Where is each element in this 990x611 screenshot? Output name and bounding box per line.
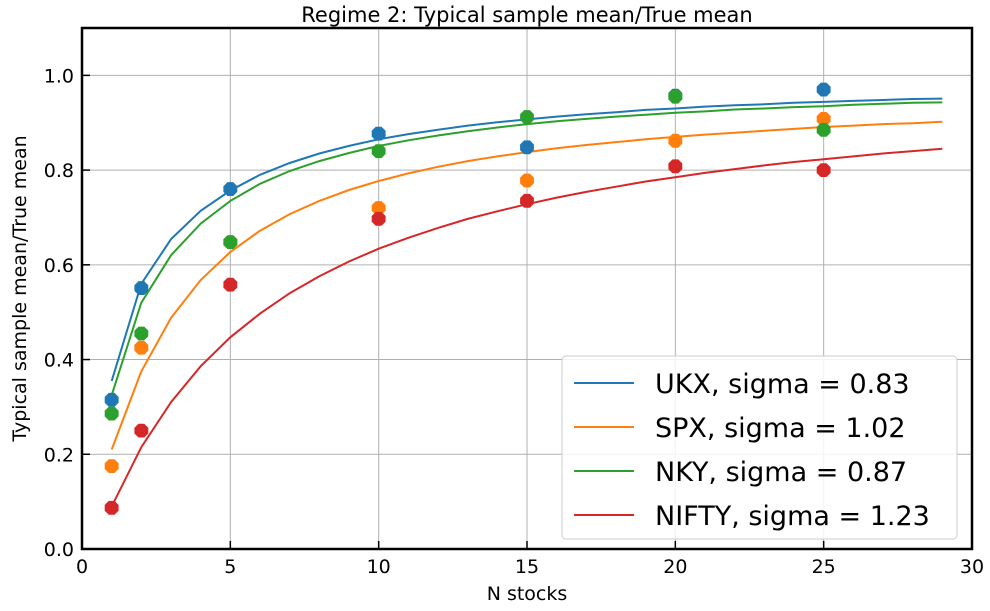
y-tick-label: 0.4 bbox=[44, 350, 74, 372]
series-point-3 bbox=[134, 423, 149, 438]
series-point-1 bbox=[668, 133, 683, 148]
series-point-3 bbox=[104, 500, 119, 515]
y-tick-label: 0.6 bbox=[44, 255, 74, 277]
series-point-2 bbox=[104, 406, 119, 421]
series-point-0 bbox=[371, 126, 386, 141]
series-point-0 bbox=[520, 140, 534, 155]
legend: UKX, sigma = 0.83 SPX, sigma = 1.02 NKY, s… bbox=[561, 355, 958, 540]
series-line-2 bbox=[110, 101, 943, 396]
series-point-0 bbox=[104, 392, 119, 407]
y-tick-label: 1.0 bbox=[44, 65, 74, 87]
legend-label: NKY, sigma = 0.87 bbox=[655, 457, 907, 488]
legend-box bbox=[561, 355, 958, 540]
chart-title: Regime 2: Typical sample mean/True mean bbox=[301, 3, 752, 27]
series-point-1 bbox=[371, 201, 386, 215]
series-point-2 bbox=[520, 110, 534, 124]
x-axis-label: N stocks bbox=[487, 583, 568, 605]
x-tick-label: 15 bbox=[515, 556, 539, 578]
y-tick-label: 0.0 bbox=[44, 539, 74, 561]
series-point-1 bbox=[134, 340, 149, 355]
axis-ticks: 0 5 10 15 20 25 30 0.0 0.2 0.4 0.6 0.8 1.0 bbox=[44, 65, 984, 578]
x-tick-label: 30 bbox=[960, 556, 984, 578]
x-tick-label: 5 bbox=[224, 556, 236, 578]
series-point-0 bbox=[223, 182, 238, 196]
x-tick-label: 20 bbox=[663, 556, 687, 578]
legend-label: NIFTY, sigma = 1.23 bbox=[655, 501, 930, 532]
x-tick-label: 25 bbox=[812, 556, 836, 578]
series-points bbox=[104, 82, 831, 515]
series-point-3 bbox=[668, 159, 683, 174]
y-tick-label: 0.8 bbox=[44, 160, 74, 182]
y-tick-label: 0.2 bbox=[44, 444, 74, 466]
series-point-2 bbox=[816, 122, 831, 137]
series-point-1 bbox=[520, 173, 534, 188]
series-point-3 bbox=[816, 163, 831, 177]
legend-label: SPX, sigma = 1.02 bbox=[655, 413, 906, 444]
series-point-2 bbox=[134, 326, 149, 341]
y-axis-label: Typical sample mean/True mean bbox=[9, 135, 31, 442]
series-point-3 bbox=[520, 193, 534, 208]
x-tick-label: 0 bbox=[76, 556, 88, 578]
series-point-3 bbox=[371, 211, 386, 226]
series-point-0 bbox=[134, 281, 149, 295]
series-point-2 bbox=[668, 89, 683, 104]
series-point-1 bbox=[816, 112, 831, 126]
x-tick-label: 10 bbox=[367, 556, 391, 578]
series-point-2 bbox=[223, 235, 238, 249]
series-point-2 bbox=[371, 144, 386, 159]
legend-label: UKX, sigma = 0.83 bbox=[655, 369, 910, 400]
series-point-1 bbox=[104, 459, 119, 473]
series-point-0 bbox=[816, 82, 831, 97]
series-point-3 bbox=[223, 277, 238, 292]
